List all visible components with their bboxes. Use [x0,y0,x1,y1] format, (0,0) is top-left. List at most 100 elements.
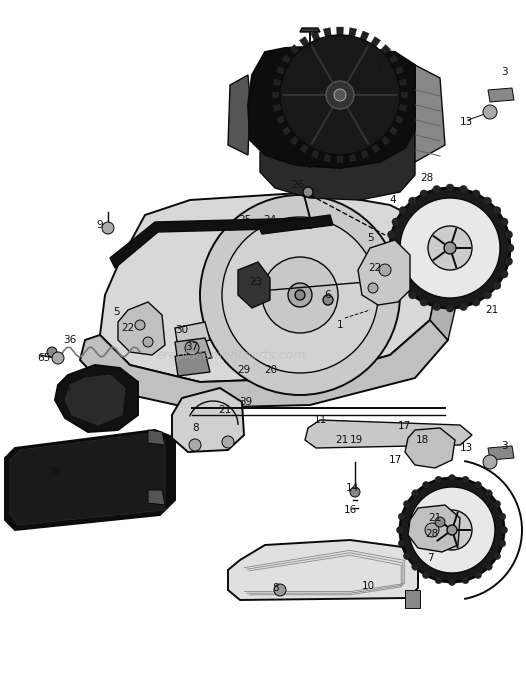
Circle shape [280,35,400,155]
Circle shape [433,185,441,194]
Polygon shape [118,302,165,355]
Polygon shape [415,65,445,162]
Polygon shape [276,115,286,124]
Polygon shape [290,135,300,146]
Polygon shape [110,218,312,268]
Polygon shape [349,28,357,37]
Polygon shape [55,365,138,432]
Circle shape [504,231,512,239]
Polygon shape [398,104,407,111]
Polygon shape [408,505,460,552]
Text: 21: 21 [428,513,442,523]
Circle shape [398,513,405,520]
Circle shape [390,188,510,308]
Circle shape [379,264,391,276]
Circle shape [428,226,472,270]
Text: 6: 6 [325,290,331,300]
Circle shape [185,341,199,355]
Text: 22: 22 [122,323,135,333]
Circle shape [459,185,468,194]
Circle shape [388,257,396,265]
Circle shape [483,291,491,299]
Polygon shape [405,590,420,608]
Circle shape [499,540,505,547]
Circle shape [474,482,481,488]
Text: 21: 21 [336,435,349,445]
Circle shape [433,302,441,311]
Polygon shape [349,153,357,162]
Polygon shape [405,428,455,468]
Polygon shape [358,240,410,305]
Circle shape [435,476,442,484]
Circle shape [506,244,514,252]
Circle shape [189,439,201,451]
Polygon shape [360,149,369,159]
Circle shape [400,198,500,298]
Circle shape [444,242,456,254]
Circle shape [200,195,400,395]
Text: 22: 22 [368,263,382,273]
Polygon shape [276,66,286,75]
Text: 17: 17 [388,455,402,465]
Circle shape [485,563,492,570]
Circle shape [399,281,407,289]
Polygon shape [100,192,440,382]
Circle shape [459,302,468,311]
Circle shape [403,553,410,560]
Circle shape [422,572,430,579]
Polygon shape [311,149,320,159]
Circle shape [409,291,417,299]
Text: 4: 4 [390,195,396,205]
Polygon shape [398,79,407,86]
Circle shape [397,527,403,534]
Circle shape [392,270,400,278]
Circle shape [472,298,480,306]
Text: 39: 39 [239,397,252,407]
Circle shape [501,527,508,534]
Circle shape [47,347,57,357]
Circle shape [483,105,497,119]
Polygon shape [148,430,165,445]
Circle shape [409,197,417,205]
Circle shape [388,231,396,239]
Text: 65: 65 [37,353,50,363]
Text: 8: 8 [272,583,279,593]
Polygon shape [394,115,404,124]
Text: 21: 21 [218,405,231,415]
Text: 5: 5 [113,307,119,317]
Polygon shape [175,338,212,362]
Polygon shape [388,126,398,135]
Text: 30: 30 [176,325,188,335]
Polygon shape [238,262,270,308]
Text: 19: 19 [349,435,362,445]
Text: 35: 35 [58,383,72,393]
Circle shape [412,490,419,497]
Circle shape [446,184,454,192]
Polygon shape [5,430,175,530]
Circle shape [288,283,312,307]
Circle shape [350,487,360,497]
Polygon shape [10,433,165,525]
Circle shape [420,190,428,198]
Text: 13: 13 [459,117,473,127]
Circle shape [499,513,505,520]
Text: 13: 13 [459,443,473,453]
Circle shape [504,257,512,265]
Circle shape [274,584,286,596]
Polygon shape [305,420,472,448]
Polygon shape [337,27,343,35]
Circle shape [386,244,394,252]
Polygon shape [299,37,309,47]
Polygon shape [388,55,398,64]
Circle shape [483,455,497,469]
Text: 1: 1 [337,320,343,330]
Circle shape [449,475,456,482]
Text: 8: 8 [193,423,199,433]
Polygon shape [299,143,309,153]
Circle shape [326,81,354,109]
Polygon shape [272,79,282,86]
Polygon shape [400,92,408,98]
Text: 9: 9 [307,160,313,170]
Polygon shape [148,490,165,505]
Text: 14: 14 [346,483,359,493]
